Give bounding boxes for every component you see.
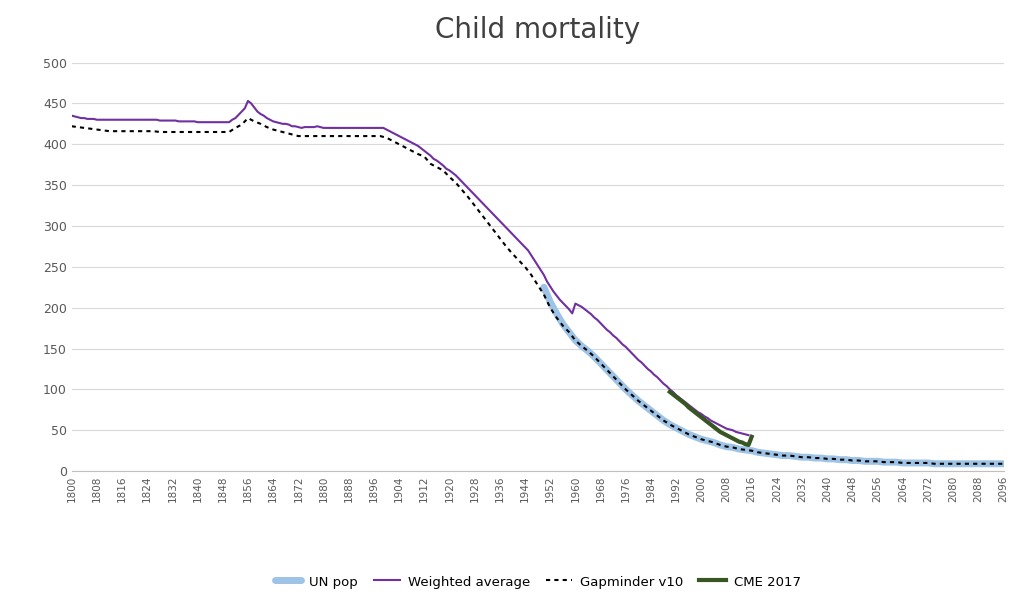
CME 2017 bbox=[701, 419, 714, 426]
CME 2017 bbox=[670, 393, 682, 400]
Gapminder v10 bbox=[683, 431, 695, 438]
Weighted average bbox=[66, 112, 78, 119]
Line: UN pop: UN pop bbox=[544, 288, 1004, 464]
CME 2017 bbox=[717, 430, 729, 437]
CME 2017 bbox=[673, 396, 685, 403]
CME 2017 bbox=[733, 438, 745, 445]
UN pop bbox=[790, 453, 802, 460]
CME 2017 bbox=[676, 398, 688, 405]
CME 2017 bbox=[664, 388, 676, 396]
Gapminder v10 bbox=[928, 460, 940, 467]
Gapminder v10 bbox=[229, 124, 242, 132]
Weighted average bbox=[217, 118, 229, 126]
CME 2017 bbox=[730, 437, 742, 444]
Gapminder v10 bbox=[292, 132, 304, 140]
CME 2017 bbox=[679, 400, 691, 408]
CME 2017 bbox=[692, 411, 705, 419]
UN pop bbox=[689, 433, 701, 440]
UN pop bbox=[632, 397, 644, 405]
CME 2017 bbox=[714, 428, 726, 435]
Legend: UN pop, Weighted average, Gapminder v10, CME 2017: UN pop, Weighted average, Gapminder v10,… bbox=[269, 570, 806, 594]
UN pop bbox=[538, 284, 550, 291]
UN pop bbox=[997, 460, 1010, 467]
Line: CME 2017: CME 2017 bbox=[670, 392, 752, 445]
Weighted average bbox=[642, 365, 654, 373]
Line: Gapminder v10: Gapminder v10 bbox=[72, 118, 1004, 464]
CME 2017 bbox=[724, 433, 736, 440]
UN pop bbox=[796, 454, 808, 461]
Gapminder v10 bbox=[997, 460, 1010, 467]
CME 2017 bbox=[695, 414, 708, 421]
CME 2017 bbox=[708, 423, 720, 431]
Gapminder v10 bbox=[185, 129, 198, 136]
Gapminder v10 bbox=[481, 218, 494, 225]
CME 2017 bbox=[689, 409, 701, 416]
UN pop bbox=[959, 460, 972, 467]
Line: Weighted average: Weighted average bbox=[72, 101, 749, 435]
Weighted average bbox=[236, 108, 248, 115]
CME 2017 bbox=[698, 416, 711, 423]
CME 2017 bbox=[742, 442, 755, 449]
CME 2017 bbox=[736, 439, 749, 446]
Weighted average bbox=[453, 175, 465, 182]
Gapminder v10 bbox=[242, 115, 254, 122]
UN pop bbox=[639, 402, 651, 410]
CME 2017 bbox=[727, 435, 739, 442]
Weighted average bbox=[588, 314, 600, 321]
UN pop bbox=[928, 460, 940, 467]
CME 2017 bbox=[683, 403, 695, 411]
CME 2017 bbox=[711, 426, 723, 433]
Weighted average bbox=[459, 181, 471, 188]
Gapminder v10 bbox=[299, 132, 311, 140]
CME 2017 bbox=[739, 440, 752, 448]
CME 2017 bbox=[745, 433, 758, 440]
CME 2017 bbox=[667, 391, 679, 398]
CME 2017 bbox=[686, 406, 698, 414]
CME 2017 bbox=[705, 421, 717, 428]
Weighted average bbox=[742, 431, 755, 439]
Weighted average bbox=[242, 97, 254, 104]
CME 2017 bbox=[720, 431, 732, 439]
Gapminder v10 bbox=[66, 123, 78, 130]
Title: Child mortality: Child mortality bbox=[435, 16, 640, 43]
